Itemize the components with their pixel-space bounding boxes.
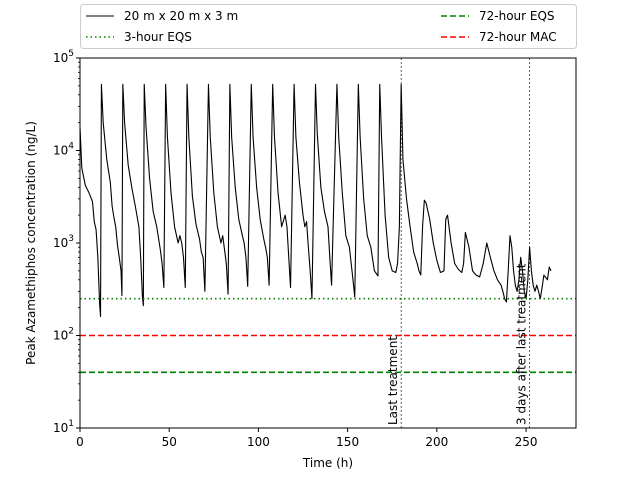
y-tick-base-1: 10 — [53, 329, 68, 343]
y-tick-base-3: 10 — [53, 144, 68, 158]
x-axis-label: Time (h) — [302, 456, 353, 470]
y-tick-exponent-3: 4 — [68, 142, 74, 152]
y-tick-exponent-4: 5 — [68, 49, 74, 59]
y-tick-exponent-2: 3 — [68, 234, 74, 244]
x-tick-label-1: 50 — [162, 435, 177, 449]
annotation-label-0: Last treatment — [386, 336, 400, 425]
plot-area — [80, 83, 576, 374]
y-tick-exponent-1: 2 — [68, 327, 74, 337]
y-tick-label-2: 103 — [53, 234, 74, 250]
legend-label-0: 20 m x 20 m x 3 m — [124, 9, 238, 23]
y-axis-label: Peak Azamethiphos concentration (ng/L) — [24, 121, 38, 365]
y-tick-label-1: 102 — [53, 327, 74, 343]
y-tick-label-3: 104 — [53, 142, 74, 158]
annotation-label-1: 3 days after last treatment — [515, 263, 529, 425]
x-tick-label-2: 100 — [247, 435, 270, 449]
y-tick-base-2: 10 — [53, 236, 68, 250]
y-tick-base-0: 10 — [53, 421, 68, 435]
series-line-0 — [80, 83, 552, 318]
y-tick-base-4: 10 — [53, 51, 68, 65]
y-tick-label-0: 101 — [53, 419, 74, 435]
y-tick-exponent-0: 1 — [68, 419, 74, 429]
axes: Last treatment 3 days after last treatmen… — [53, 49, 577, 449]
y-tick-label-4: 105 — [53, 49, 74, 65]
x-tick-label-0: 0 — [76, 435, 84, 449]
x-tick-label-5: 250 — [515, 435, 538, 449]
legend-label-2: 72-hour EQS — [479, 9, 555, 23]
legend: 20 m x 20 m x 3 m 3-hour EQS 72-hour EQS 72… — [80, 4, 577, 49]
x-tick-label-4: 200 — [425, 435, 448, 449]
legend-label-1: 3-hour EQS — [124, 30, 192, 44]
legend-label-3: 72-hour MAC — [479, 30, 557, 44]
x-tick-label-3: 150 — [336, 435, 359, 449]
